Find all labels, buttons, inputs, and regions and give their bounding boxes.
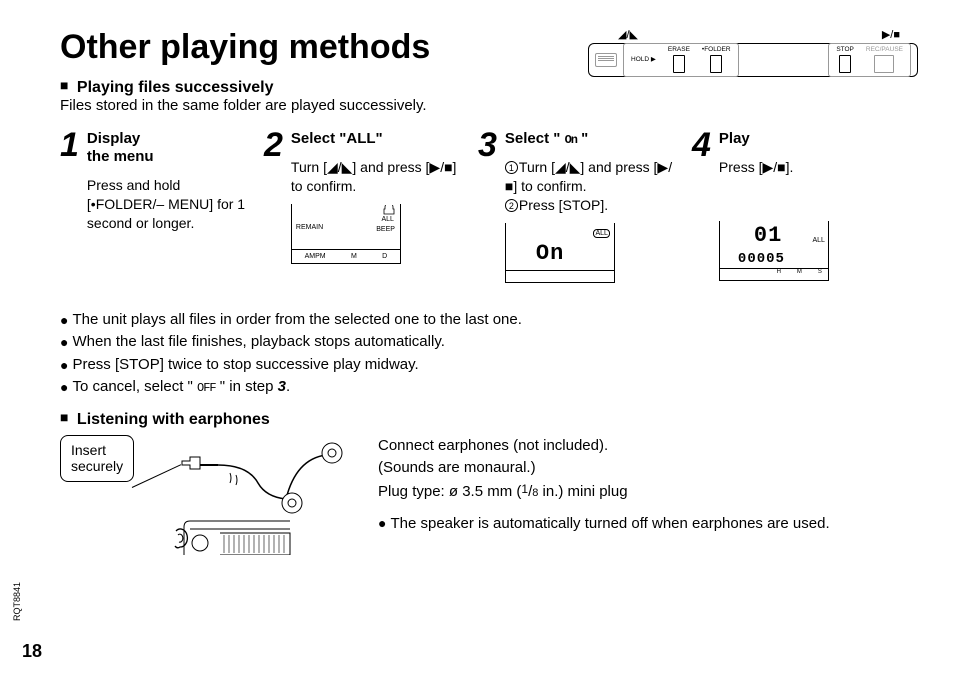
pointer-line-icon bbox=[132, 464, 181, 488]
device-stop-button-icon bbox=[839, 55, 851, 73]
step-desc: Turn [◢/◣] and press [▶/■] to confirm. bbox=[291, 158, 464, 196]
earphone-speaker-note: The speaker is automatically turned off … bbox=[390, 513, 829, 536]
device-arrow-right-label: ▶/■ bbox=[882, 28, 900, 41]
section1-heading-text: Playing files successively bbox=[77, 79, 274, 96]
lcd-all-label: ALL bbox=[812, 237, 824, 244]
circle-1-icon: 1 bbox=[505, 161, 518, 174]
step-desc: Press and hold [•FOLDER/– MENU] for 1 se… bbox=[87, 176, 250, 233]
lcd-time-value: 00005 bbox=[738, 251, 785, 267]
step-title: Play bbox=[719, 130, 829, 148]
device-grille-icon bbox=[595, 53, 617, 67]
lcd-d-label: D bbox=[382, 253, 387, 260]
lcd-all-label: ALL bbox=[381, 216, 393, 223]
earphone-illustration: Insertsecurely bbox=[60, 435, 360, 536]
page-number: 18 bbox=[22, 641, 42, 662]
bullet-dot-icon: ● bbox=[60, 331, 68, 354]
lcd-on-value: On bbox=[536, 241, 564, 266]
bullet-dot-icon: ● bbox=[60, 309, 68, 332]
step3-desc1: Turn [◢/◣] and press [▶/■] to confirm. bbox=[505, 159, 672, 194]
lcd-all-badge: ALL bbox=[593, 229, 609, 238]
note-item: To cancel, select " OFF " in step 3. bbox=[72, 376, 290, 399]
note-item: Press [STOP] twice to stop successive pl… bbox=[72, 354, 418, 377]
lcd-remain-label: REMAIN bbox=[296, 224, 323, 231]
lcd-m-label: M bbox=[351, 253, 357, 260]
device-folder-button-icon bbox=[710, 55, 722, 73]
device-arrow-left-label: ◢/◣ bbox=[618, 28, 638, 41]
earphone-plug: Plug type: ø 3.5 mm (1/8 in.) mini plug bbox=[378, 480, 918, 504]
device-erase-label: ERASE bbox=[668, 47, 690, 54]
note-item: The unit plays all files in order from t… bbox=[72, 309, 521, 332]
note-item: When the last file finishes, playback st… bbox=[72, 331, 444, 354]
lcd-ampm-label: AMPM bbox=[305, 253, 326, 260]
step-title: Select "ALL" bbox=[291, 130, 464, 148]
circle-2-icon: 2 bbox=[505, 199, 518, 212]
device-folder-label: •FOLDER bbox=[702, 47, 731, 54]
step-number: 3 bbox=[478, 128, 497, 162]
step-2: 2 Select "ALL" Turn [◢/◣] and press [▶/■… bbox=[264, 128, 464, 283]
bullet-dot-icon: ● bbox=[60, 376, 68, 399]
step3-desc2: Press [STOP]. bbox=[519, 197, 608, 213]
lcd-step3-icon: ALL On bbox=[505, 223, 615, 283]
lcd-h-label: H bbox=[777, 269, 781, 275]
device-erase-button-icon bbox=[673, 55, 685, 73]
step-3: 3 Select " On " 1Turn [◢/◣] and press [▶… bbox=[478, 128, 678, 283]
lock-icon bbox=[382, 205, 396, 215]
step-title: Select " On " bbox=[505, 130, 678, 148]
notes-list: ● The unit plays all files in order from… bbox=[60, 309, 918, 399]
step-number: 2 bbox=[264, 128, 283, 162]
step-desc: 1Turn [◢/◣] and press [▶/■] to confirm. … bbox=[505, 158, 678, 215]
step-1: 1 Displaythe menu Press and hold [•FOLDE… bbox=[60, 128, 250, 283]
lcd-beep-label: BEEP bbox=[376, 226, 395, 233]
device-rec-button-icon bbox=[874, 55, 894, 73]
insert-securely-box: Insertsecurely bbox=[60, 435, 134, 483]
document-reference: RQT8841 bbox=[12, 582, 22, 621]
lcd-m-label: M bbox=[797, 269, 802, 275]
section1-heading: ■ Playing files successively bbox=[60, 77, 918, 97]
earphone-mono: (Sounds are monaural.) bbox=[378, 457, 918, 480]
lcd-track-value: 01 bbox=[754, 223, 782, 248]
device-illustration: ◢/◣ ▶/■ HOLD ▶ ERASE •FOLDER bbox=[588, 28, 918, 77]
square-bullet-icon: ■ bbox=[60, 409, 68, 425]
lcd-s-label: S bbox=[818, 269, 822, 275]
step-number: 4 bbox=[692, 128, 711, 162]
step-title: Displaythe menu bbox=[87, 130, 250, 166]
earphone-connect: Connect earphones (not included). bbox=[378, 435, 918, 458]
device-rec-label: REC/PAUSE bbox=[866, 47, 903, 54]
earphone-text: Connect earphones (not included). (Sound… bbox=[378, 435, 918, 536]
on-segment-icon: On bbox=[565, 133, 577, 147]
step-number: 1 bbox=[60, 128, 79, 162]
bullet-dot-icon: ● bbox=[60, 354, 68, 377]
step-desc: Press [▶/■]. bbox=[719, 158, 829, 177]
off-segment-icon: OFF bbox=[197, 381, 216, 395]
device-hold-label: HOLD ▶ bbox=[631, 57, 656, 64]
bullet-dot-icon: ● bbox=[378, 513, 386, 536]
device-stop-label: STOP bbox=[836, 47, 854, 54]
step-4: 4 Play Press [▶/■]. ALL 01 00005 H M S bbox=[692, 128, 852, 283]
section2-heading-text: Listening with earphones bbox=[77, 411, 270, 428]
lcd-step4-icon: ALL 01 00005 H M S bbox=[719, 221, 829, 281]
section1-desc: Files stored in the same folder are play… bbox=[60, 97, 918, 114]
lcd-step2-icon: REMAIN ALL BEEP AMPM M D bbox=[291, 204, 401, 264]
section2-heading: ■ Listening with earphones bbox=[60, 409, 918, 429]
square-bullet-icon: ■ bbox=[60, 77, 68, 93]
